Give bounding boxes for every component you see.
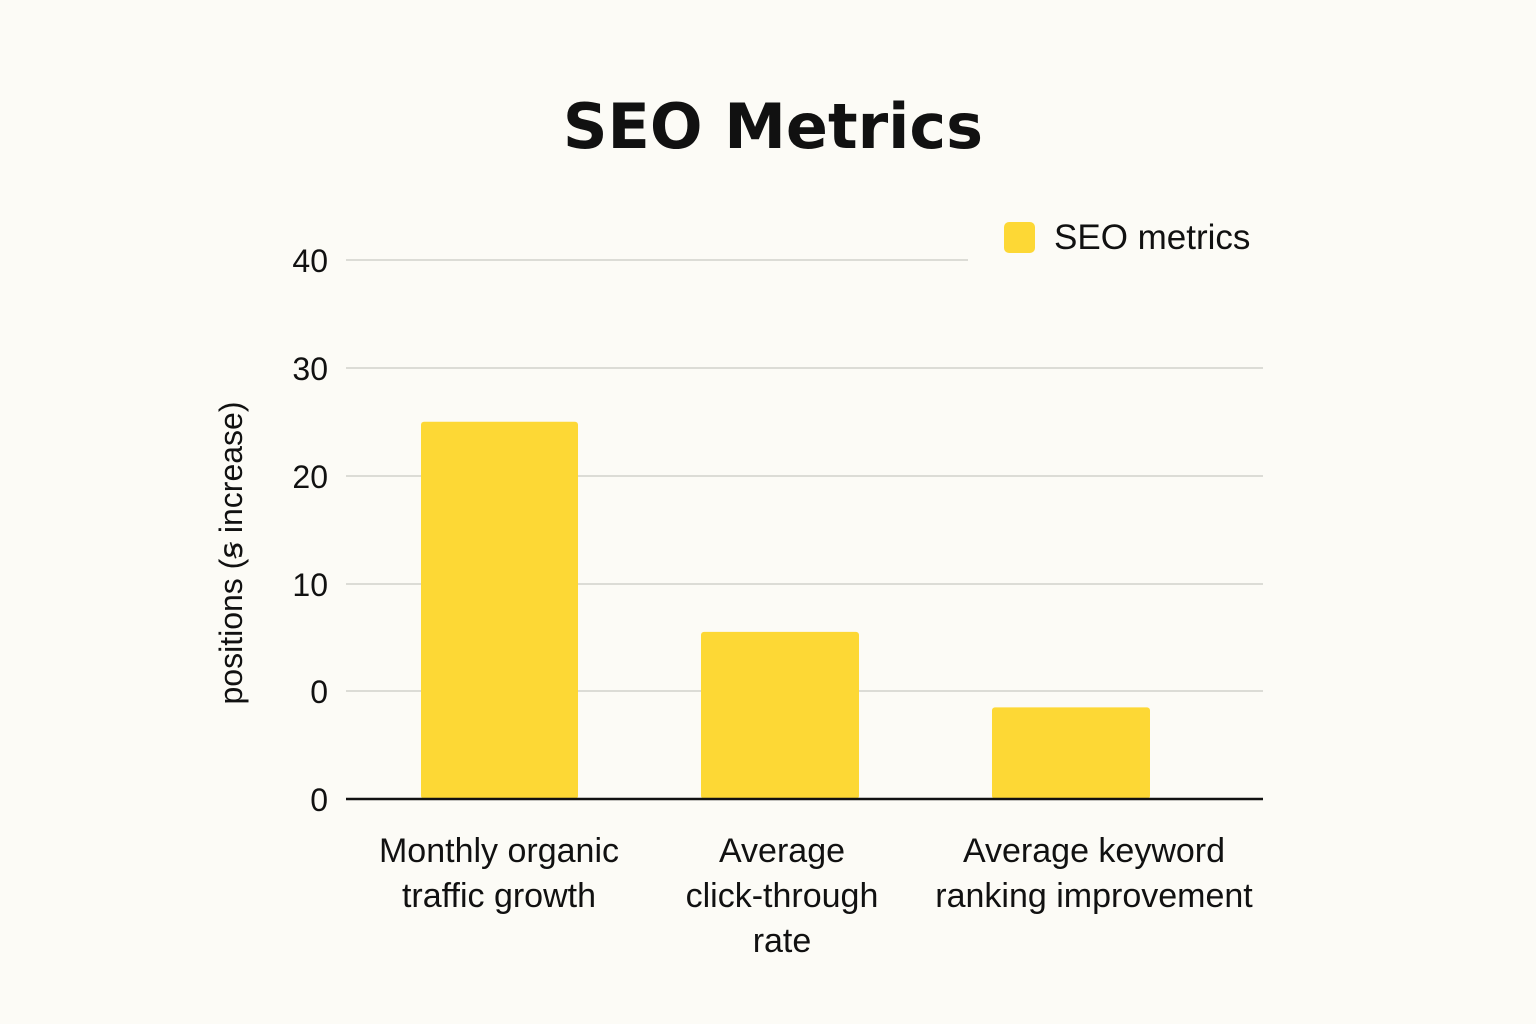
y-axis-label: positions (ꞩ increase): [213, 401, 249, 704]
y-tick-label: 40: [292, 243, 328, 279]
y-tick-label: 20: [292, 459, 328, 495]
y-tick-label: 0: [310, 674, 328, 710]
bar: [992, 707, 1150, 799]
bars: [421, 421, 1150, 799]
y-tick-label: 0: [310, 782, 328, 818]
x-category-label: Average click-through rate: [686, 832, 879, 960]
chart-title: SEO Metrics: [563, 90, 983, 163]
legend-swatch: [1004, 222, 1035, 253]
y-tick-labels: 0 0 10 20 30 40: [292, 243, 328, 818]
y-tick-label: 10: [292, 567, 328, 603]
legend-label: SEO metrics: [1054, 218, 1250, 257]
y-tick-label: 30: [292, 351, 328, 387]
bar: [421, 421, 578, 799]
x-category-labels: Monthly organic traffic growth Average clic…: [379, 832, 1253, 960]
legend: SEO metrics: [1004, 218, 1250, 257]
x-category-label: Average keyword ranking improvement: [935, 832, 1253, 915]
x-category-label: Monthly organic traffic growth: [379, 832, 619, 915]
bar: [701, 631, 859, 799]
